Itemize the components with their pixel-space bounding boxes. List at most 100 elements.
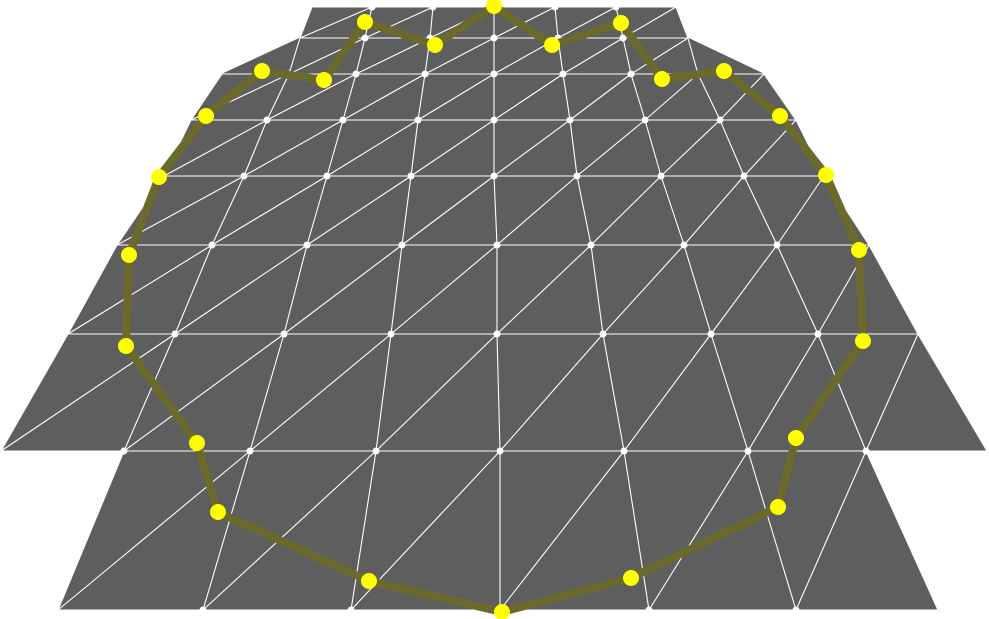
mesh-edge [243, 119, 268, 177]
mesh-edge [355, 37, 431, 75]
mesh-edge [410, 119, 495, 177]
mesh-edge [917, 333, 988, 452]
control-point[interactable] [716, 63, 732, 79]
mesh-edge [202, 450, 377, 611]
control-point[interactable] [357, 14, 373, 30]
control-point[interactable] [118, 338, 134, 354]
mesh-edge [283, 244, 403, 335]
mesh-edge [266, 73, 290, 121]
mesh-edge [493, 175, 498, 246]
mesh-edge [202, 450, 251, 611]
mesh-edge [57, 450, 251, 611]
mesh-edge [499, 333, 604, 452]
control-point[interactable] [623, 570, 639, 586]
mesh-edge [776, 244, 819, 335]
mesh-edge [375, 333, 392, 452]
mesh-edge [493, 73, 564, 121]
mesh-vertex [792, 606, 800, 614]
mesh-edge [326, 119, 344, 177]
control-point[interactable] [613, 15, 629, 31]
mesh-vertex [740, 172, 748, 180]
mesh-edge [67, 244, 118, 335]
mesh-vertex [744, 447, 752, 455]
mesh-edge [697, 73, 721, 121]
control-point[interactable] [361, 573, 377, 589]
control-point[interactable] [316, 72, 332, 88]
mesh-vertex [352, 70, 360, 78]
mesh-edge [496, 175, 578, 246]
mesh-vertex [490, 70, 498, 78]
mesh-vertex [620, 447, 628, 455]
mesh-vertex [645, 606, 653, 614]
mesh-vertex [496, 447, 504, 455]
mesh-edge [865, 333, 919, 452]
control-point[interactable] [486, 0, 502, 14]
mesh-edge [326, 119, 419, 177]
mesh-edge [499, 450, 625, 611]
control-point[interactable] [770, 499, 786, 515]
mesh-face [499, 450, 650, 611]
control-point[interactable] [198, 108, 214, 124]
mesh-edge [496, 333, 501, 452]
mesh-edge [342, 73, 357, 121]
mesh-edge [57, 450, 125, 611]
mesh-edge [675, 6, 689, 39]
mesh-edge [249, 333, 285, 452]
mesh-vertex [493, 330, 501, 338]
mesh-edge [342, 73, 426, 121]
mesh-edge [554, 6, 559, 39]
mesh-vertex [171, 330, 179, 338]
mesh-edge [493, 119, 571, 177]
mesh-edge [569, 119, 578, 177]
mesh-vertex [490, 172, 498, 180]
mesh-edge [163, 119, 268, 177]
mesh-edge [763, 73, 797, 121]
mesh-vertex [612, 3, 620, 11]
mesh-edge [211, 175, 245, 246]
mesh-edge [719, 73, 765, 121]
mesh-vertex [372, 447, 380, 455]
mesh-edge [174, 244, 308, 335]
mesh-vertices [120, 3, 870, 614]
control-point[interactable] [210, 504, 226, 520]
mesh-edge [865, 450, 939, 611]
mesh-edge [747, 450, 797, 611]
control-point[interactable] [855, 333, 871, 349]
control-point[interactable] [189, 435, 205, 451]
control-point[interactable] [151, 169, 167, 185]
mesh-vertex [208, 241, 216, 249]
mesh-edge [644, 73, 699, 121]
mesh-vertex [587, 241, 595, 249]
mesh-vertex [773, 241, 781, 249]
control-point[interactable] [788, 430, 804, 446]
control-point[interactable] [851, 242, 867, 258]
control-point[interactable] [818, 167, 834, 183]
mesh-vertex [361, 34, 369, 42]
mesh-edge [249, 333, 392, 452]
control-point[interactable] [254, 63, 270, 79]
mesh-edge [306, 175, 412, 246]
mesh-edge [283, 244, 308, 335]
control-point[interactable] [494, 604, 510, 619]
mesh-vertex [551, 3, 559, 11]
control-point[interactable] [427, 37, 443, 53]
mesh-vertex [339, 116, 347, 124]
mesh-edge [375, 333, 498, 452]
mesh-vertex [303, 241, 311, 249]
mesh-vertex [421, 70, 429, 78]
mesh-edge [424, 37, 495, 75]
mesh-edge [630, 73, 646, 121]
mesh-edge [390, 244, 403, 335]
mesh-vertex [490, 116, 498, 124]
mesh-edge [623, 450, 650, 611]
mesh-edge [429, 6, 434, 39]
control-point[interactable] [121, 247, 137, 263]
mesh-edge [350, 450, 377, 611]
control-point[interactable] [544, 37, 560, 53]
control-point[interactable] [654, 71, 670, 87]
mesh-edge [211, 175, 328, 246]
mesh-vertex [263, 116, 271, 124]
mesh-edge [687, 37, 699, 75]
mesh-face [496, 244, 604, 335]
control-point[interactable] [772, 108, 788, 124]
